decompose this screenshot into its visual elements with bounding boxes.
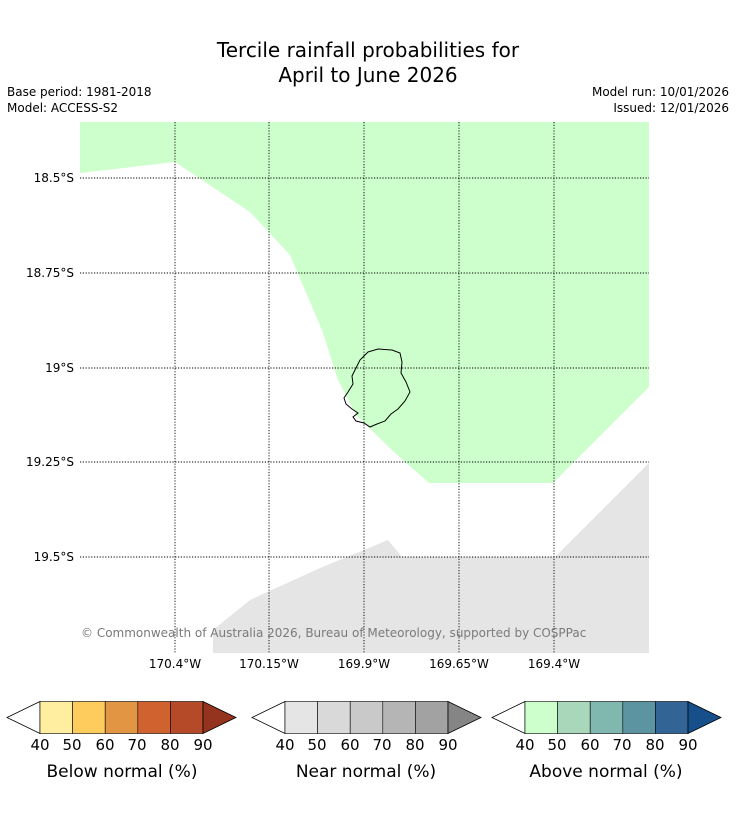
cb-above-low-extension: [491, 700, 526, 735]
cb-below-tick: 50: [62, 736, 82, 754]
cb-above-tick: 50: [547, 736, 567, 754]
lon-label: 169.65°W: [429, 657, 489, 671]
lat-label: 19.25°S: [26, 455, 74, 469]
map-title: Tercile rainfall probabilities for April…: [0, 38, 736, 88]
cb-near-swatch: [317, 701, 351, 734]
cb-near-swatch: [415, 701, 449, 734]
meta-right: Model run: 10/01/2026 Issued: 12/01/2026: [592, 84, 729, 116]
cb-near-tick: 60: [340, 736, 360, 754]
cb-near-tick: 90: [438, 736, 458, 754]
copyright-notice: © Commonwealth of Australia 2026, Bureau…: [81, 626, 587, 640]
lon-label: 170.4°W: [148, 657, 202, 671]
cb-below-swatch: [170, 701, 204, 734]
gridlines: [80, 122, 649, 653]
cb-above-tick: 60: [580, 736, 600, 754]
cb-above-tick: 70: [612, 736, 632, 754]
cb-near-tick: 40: [275, 736, 295, 754]
cb-near-high-extension: [447, 700, 482, 735]
cb-near-low-extension: [251, 700, 286, 735]
cb-above-tick: 40: [515, 736, 535, 754]
cb-below-tick: 70: [127, 736, 147, 754]
cb-below-swatch: [39, 701, 73, 734]
island-coastline: [343, 348, 411, 428]
model-name: Model: ACCESS-S2: [7, 101, 119, 115]
lon-label: 169.9°W: [337, 657, 391, 671]
cb-near-swatch: [382, 701, 416, 734]
cb-above-swatch: [589, 701, 624, 734]
cb-below-tick: 60: [95, 736, 115, 754]
cb-above-swatch: [557, 701, 591, 734]
cb-above-swatch: [655, 701, 689, 734]
base-period: Base period: 1981-2018: [7, 85, 152, 99]
above-normal-region: [80, 122, 649, 483]
colorbars: [6, 700, 722, 735]
cb-below-swatch: [104, 701, 139, 734]
issued-date: Issued: 12/01/2026: [613, 101, 729, 115]
lon-label: 170.15°W: [239, 657, 299, 671]
lon-label: 169.4°W: [527, 657, 581, 671]
cb-above-title: Above normal (%): [529, 762, 683, 782]
cb-above-swatch: [524, 701, 558, 734]
cb-below-tick: 90: [193, 736, 213, 754]
lat-label: 19.5°S: [33, 550, 74, 564]
cb-above-tick: 80: [645, 736, 665, 754]
cb-below-tick: 80: [160, 736, 180, 754]
cb-above-swatch: [622, 701, 656, 734]
cb-below-low-extension: [6, 700, 41, 735]
model-run: Model run: 10/01/2026: [591, 85, 729, 99]
cb-above-tick: 90: [678, 736, 698, 754]
cb-below-swatch: [137, 701, 171, 734]
cb-below-swatch: [72, 701, 106, 734]
title-line-2: April to June 2026: [278, 63, 458, 87]
cb-near-tick: 50: [307, 736, 327, 754]
lat-label: 18.75°S: [26, 266, 74, 280]
cb-above-high-extension: [687, 700, 722, 735]
cb-near-tick: 70: [372, 736, 392, 754]
cb-near-swatch: [349, 701, 384, 734]
meta-left: Base period: 1981-2018 Model: ACCESS-S2: [7, 84, 152, 116]
near-normal-region: [213, 463, 649, 653]
title-line-1: Tercile rainfall probabilities for: [216, 38, 520, 62]
lat-label: 18.5°S: [33, 171, 74, 185]
cb-below-title: Below normal (%): [46, 762, 198, 782]
cb-below-high-extension: [202, 700, 237, 735]
cb-near-swatch: [284, 701, 318, 734]
cb-near-tick: 80: [405, 736, 425, 754]
cb-below-tick: 40: [30, 736, 50, 754]
lat-label: 19°S: [45, 361, 74, 375]
cb-near-title: Near normal (%): [295, 762, 437, 782]
